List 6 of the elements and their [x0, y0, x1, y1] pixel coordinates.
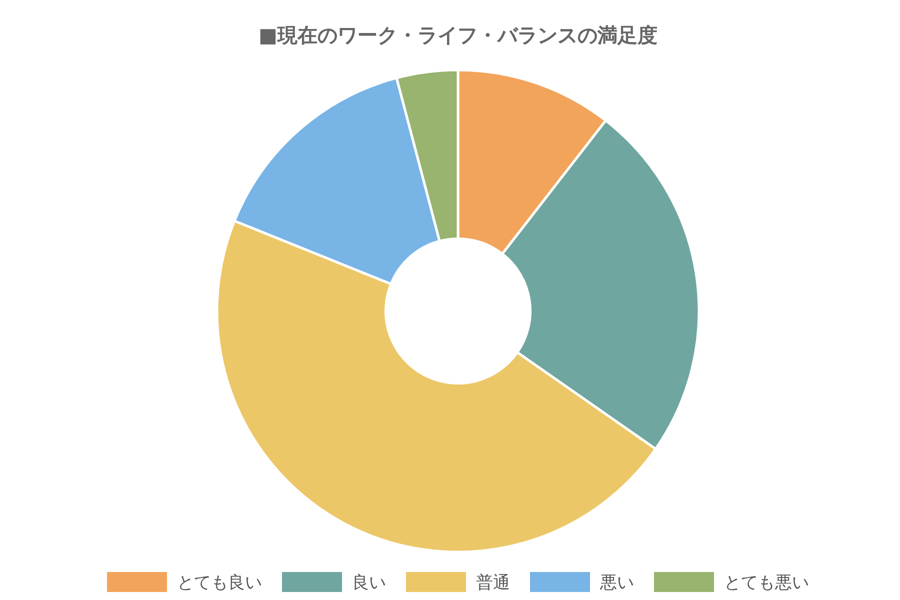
legend-label: 悪い [599, 573, 634, 593]
chart-title: ■現在のワーク・ライフ・バランスの満足度 [258, 23, 658, 47]
legend-label: とても良い [177, 573, 262, 593]
legend-label: とても悪い [724, 573, 809, 593]
legend-label: 普通 [476, 573, 510, 593]
legend-label: 良い [352, 573, 386, 593]
